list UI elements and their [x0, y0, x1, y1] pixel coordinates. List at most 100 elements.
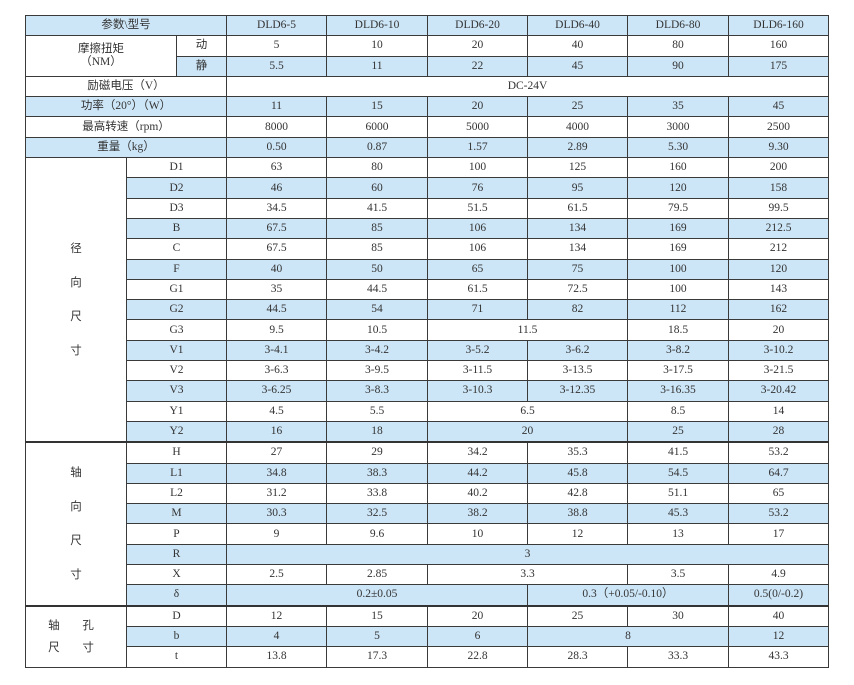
value-cell: 5.5 [226, 55, 327, 77]
value-cell: 67.5 [226, 217, 327, 240]
value-cell: 2.89 [527, 136, 628, 159]
table-row: Y1 4.5 5.5 6.5 8.5 14 [26, 400, 829, 422]
value-cell: 112 [627, 299, 729, 321]
value-cell: 15 [326, 604, 428, 627]
value-cell: 175 [728, 55, 829, 77]
value-cell: 85 [326, 217, 428, 240]
value-cell: 8000 [226, 116, 327, 138]
value-cell: 45.8 [527, 462, 628, 484]
value-cell: 63 [226, 157, 327, 179]
value-cell: 100 [627, 278, 729, 301]
table-row: 功率（20°）（W） 11 15 20 25 35 45 [25, 96, 829, 118]
value-cell: DC-24V [226, 75, 829, 98]
dimension-label: H [126, 441, 227, 464]
model-header: DLD6-160 [728, 14, 829, 37]
dimension-label: b [126, 625, 227, 648]
value-cell: 4.9 [728, 564, 829, 586]
value-cell: 18 [326, 420, 428, 443]
value-cell: 0.87 [326, 136, 428, 159]
value-cell: 33.3 [627, 646, 729, 668]
value-cell: 14 [728, 400, 829, 422]
table-row: 径 向 尺 寸 D1 63 80 100 125 160 200 [25, 157, 829, 443]
value-cell: 3-6.25 [226, 380, 327, 402]
value-cell: 79.5 [627, 197, 729, 219]
table-row: G1 35 44.5 61.5 72.5 100 143 [26, 278, 829, 301]
model-header: DLD6-20 [427, 14, 528, 37]
value-cell: 44.5 [226, 299, 327, 321]
row-label: 励磁电压（V） [25, 75, 227, 98]
value-cell: 44.5 [326, 278, 428, 301]
value-cell: 8 [527, 625, 729, 648]
value-cell: 0.3（+0.05/-0.10） [527, 584, 729, 607]
value-cell: 20 [427, 96, 528, 118]
value-cell: 41.5 [326, 197, 428, 219]
value-cell: 3-9.5 [326, 360, 428, 382]
row-label: 功率（20°）（W） [25, 96, 227, 118]
value-cell: 38.8 [527, 503, 628, 525]
dimension-label: D1 [126, 157, 227, 179]
value-cell: 2.5 [226, 564, 327, 586]
value-cell: 10 [427, 523, 528, 545]
dimension-label: C [126, 238, 227, 260]
value-cell: 18.5 [627, 319, 729, 341]
table-row: V2 3-6.3 3-9.5 3-11.5 3-13.5 3-17.5 3-21.5 [26, 360, 829, 382]
value-cell: 42.8 [527, 482, 628, 505]
value-cell: 80 [326, 157, 428, 179]
dimension-label: V3 [126, 380, 227, 402]
value-cell: 29 [326, 441, 428, 464]
dimension-label: G3 [126, 319, 227, 341]
value-cell: 53.2 [728, 503, 829, 525]
table-row: Y2 16 18 20 25 28 [26, 420, 829, 443]
value-cell: 13.8 [226, 646, 327, 668]
value-cell: 38.3 [326, 462, 428, 484]
value-cell: 162 [728, 299, 829, 321]
value-cell: 54 [326, 299, 428, 321]
value-cell: 2500 [728, 116, 829, 138]
header-row: 参数\型号 DLD6-5 DLD6-10 DLD6-20 DLD6-40 DLD6-80 D… [25, 14, 829, 37]
value-cell: 2.85 [326, 564, 428, 586]
value-cell: 25 [527, 604, 628, 627]
friction-sub-label: 静 [176, 55, 227, 77]
table-row: G2 44.5 54 71 82 112 162 [26, 299, 829, 321]
value-cell: 120 [627, 177, 729, 199]
value-cell: 5000 [427, 116, 528, 138]
value-cell: 60 [326, 177, 428, 199]
value-cell: 82 [527, 299, 628, 321]
value-cell: 5.5 [326, 400, 428, 422]
value-cell: 35 [627, 96, 729, 118]
value-cell: 34.8 [226, 462, 327, 484]
model-header: DLD6-10 [326, 14, 428, 37]
table-row: D2 46 60 76 95 120 158 [26, 177, 829, 199]
value-cell: 5 [326, 625, 428, 648]
value-cell: 0.2±0.05 [226, 584, 528, 607]
value-cell: 10.5 [326, 319, 428, 341]
value-cell: 3-20.42 [728, 380, 829, 402]
dimension-label: X [126, 564, 227, 586]
value-cell: 6 [427, 625, 528, 648]
value-cell: 31.2 [226, 482, 327, 505]
value-cell: 120 [728, 258, 829, 280]
value-cell: 20 [427, 604, 528, 627]
value-cell: 8.5 [627, 400, 729, 422]
value-cell: 100 [427, 157, 528, 179]
value-cell: 22.8 [427, 646, 528, 668]
value-cell: 30.3 [226, 503, 327, 525]
value-cell: 9.30 [728, 136, 829, 159]
dimension-label: F [126, 258, 227, 280]
value-cell: 72.5 [527, 278, 628, 301]
model-header: DLD6-80 [627, 14, 729, 37]
value-cell: 3-6.3 [226, 360, 327, 382]
value-cell: 65 [728, 482, 829, 505]
value-cell: 25 [527, 96, 628, 118]
value-cell: 17.3 [326, 646, 428, 668]
table-row: G3 9.5 10.5 11.5 18.5 20 [26, 319, 829, 341]
group-label: 径 向 尺 寸 [25, 157, 127, 443]
param-model-header: 参数\型号 [25, 14, 227, 37]
value-cell: 9.5 [226, 319, 327, 341]
dimension-label: D2 [126, 177, 227, 199]
table-row: V3 3-6.25 3-8.3 3-10.3 3-12.35 3-16.35 3-20.42 [26, 380, 829, 402]
value-cell: 40 [728, 604, 829, 627]
table-row: P 9 9.6 10 12 13 17 [26, 523, 829, 545]
value-cell: 3-8.3 [326, 380, 428, 402]
value-cell: 3-6.2 [527, 339, 628, 362]
